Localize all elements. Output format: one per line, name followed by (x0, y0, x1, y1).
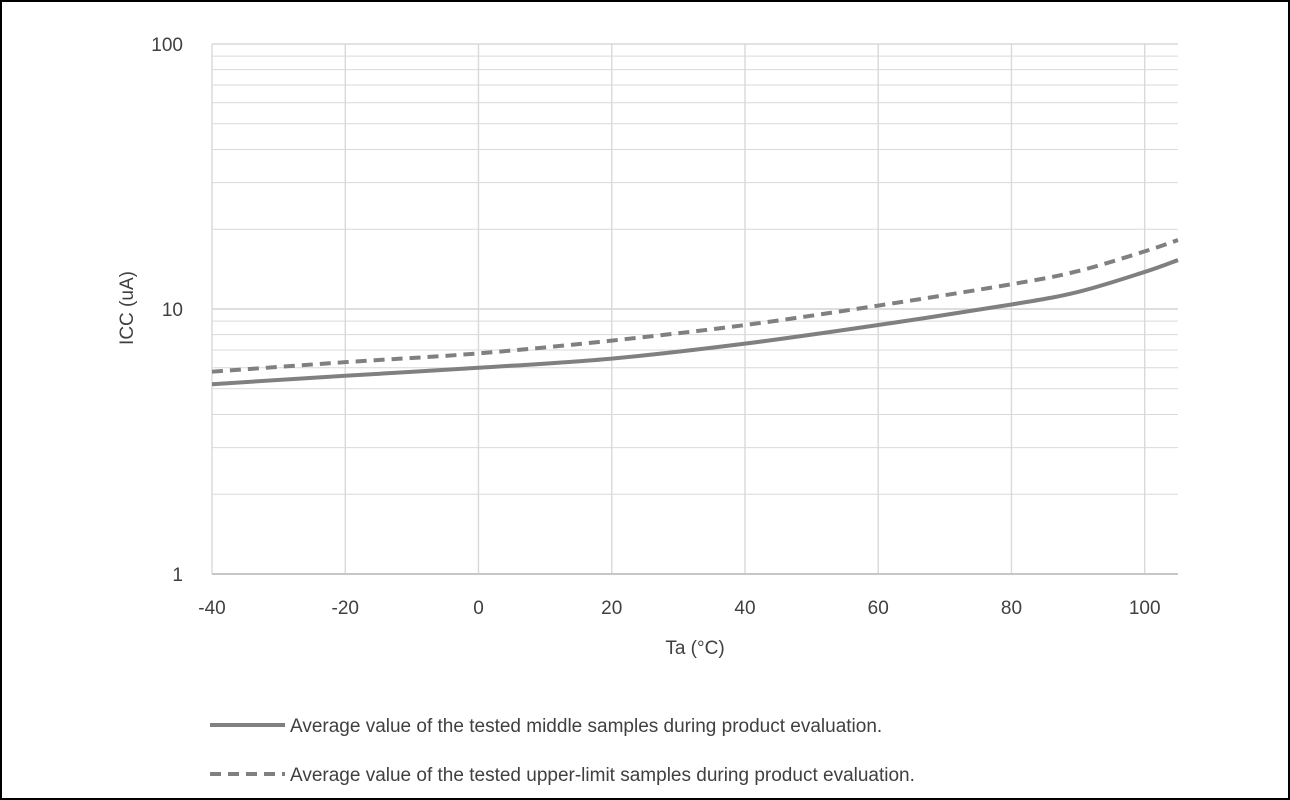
x-tick-label: 80 (1001, 598, 1022, 619)
x-tick-labels: -40 -20 0 20 40 60 80 100 (198, 598, 1160, 619)
y-tick-labels: 1 10 100 (151, 35, 183, 586)
x-axis-title: Ta (°C) (665, 638, 724, 659)
y-tick-label: 1 (172, 565, 183, 586)
x-tick-label: -40 (198, 598, 225, 619)
x-tick-label: 100 (1129, 598, 1161, 619)
y-axis-title: ICC (uA) (117, 271, 138, 345)
y-tick-label: 100 (151, 35, 183, 56)
series-line-upper-limit-samples (211, 238, 1179, 374)
legend-label-middle-samples: Average value of the tested middle sampl… (290, 716, 882, 737)
y-tick-label: 10 (162, 300, 183, 321)
x-tick-label: 20 (601, 598, 622, 619)
x-tick-label: 40 (734, 598, 755, 619)
legend-label-upper-limit-samples: Average value of the tested upper-limit … (290, 765, 915, 786)
series-line-middle-samples (211, 258, 1179, 387)
series-layer (211, 238, 1179, 387)
x-tick-label: 0 (473, 598, 484, 619)
x-tick-label: 60 (868, 598, 889, 619)
x-tick-label: -20 (332, 598, 359, 619)
gridlines (211, 43, 1178, 575)
legend: Average value of the tested middle sampl… (210, 716, 915, 786)
